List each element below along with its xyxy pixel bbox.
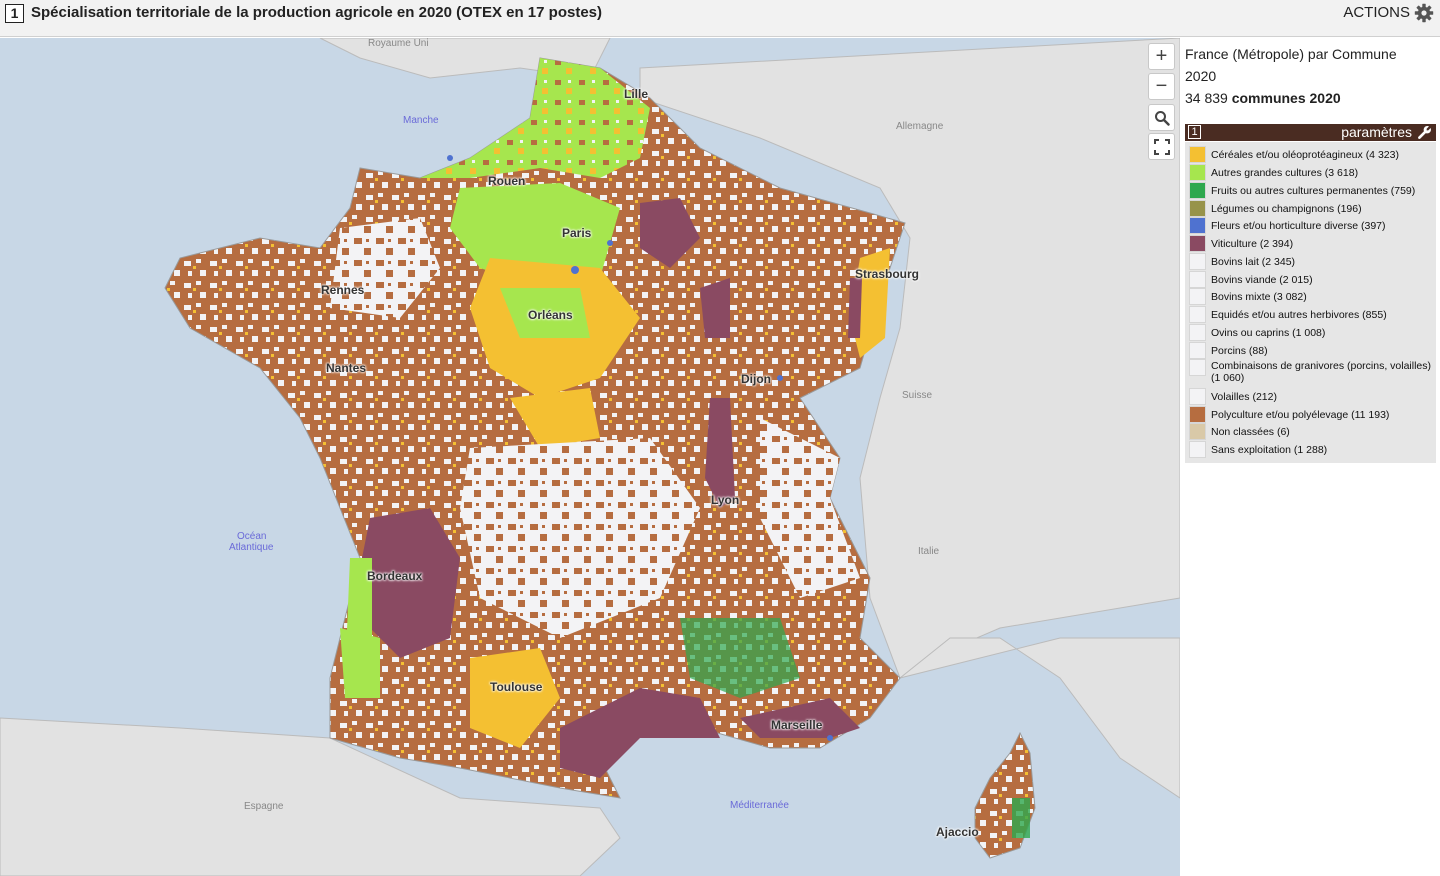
legend-swatch (1189, 324, 1206, 341)
legend-label: Combinaisons de granivores (porcins, vol… (1211, 360, 1432, 384)
sea-label-mediterranean: Méditerranée (730, 800, 789, 811)
legend-swatch (1189, 342, 1206, 359)
country-label-germany: Allemagne (896, 121, 944, 132)
legend-swatch (1189, 146, 1206, 163)
city-label-strasbourg: Strasbourg (855, 267, 920, 281)
map-number-badge: 1 (5, 4, 24, 23)
city-label-bordeaux: Bordeaux (367, 569, 423, 583)
fullscreen-icon (1153, 139, 1170, 155)
legend-label: Bovins viande (2 015) (1211, 274, 1313, 286)
legend-swatch (1189, 271, 1206, 288)
actions-button[interactable]: ACTIONS (1343, 4, 1410, 21)
legend-swatch (1189, 306, 1206, 323)
legend-label: Céréales et/ou oléoprotéagineux (4 323) (1211, 149, 1399, 161)
legend-label: Sans exploitation (1 288) (1211, 444, 1328, 456)
city-label-rouen: Rouen (488, 174, 526, 188)
sea-label-atlantic-1: Océan (237, 531, 267, 542)
legend-label: Porcins (88) (1211, 345, 1268, 357)
country-label-uk: Royaume Uni (368, 38, 429, 49)
legend-label: Fruits ou autres cultures permanentes (7… (1211, 185, 1416, 197)
city-label-lille: Lille (624, 87, 649, 101)
legend-label: Polyculture et/ou polyélevage (11 193) (1211, 409, 1390, 421)
legend-swatch (1189, 217, 1206, 234)
sea-label-atlantic-2: Atlantique (229, 542, 274, 553)
city-label-paris: Paris (562, 226, 592, 240)
country-label-italy: Italie (918, 546, 940, 557)
parameters-button[interactable]: paramètres (1341, 124, 1412, 140)
legend-swatch (1189, 200, 1206, 217)
city-label-dijon: Dijon (741, 372, 771, 386)
header-bar: 1 Spécialisation territoriale de la prod… (0, 0, 1440, 37)
legend-header: 1 paramètres (1185, 124, 1436, 141)
legend-swatch (1189, 388, 1206, 405)
legend-label: Bovins mixte (3 082) (1211, 291, 1307, 303)
choropleth-map (0, 38, 1180, 876)
legend-swatch (1189, 406, 1206, 423)
wrench-icon[interactable] (1417, 125, 1432, 140)
legend-label: Non classées (6) (1211, 426, 1290, 438)
legend-label: Autres grandes cultures (3 618) (1211, 167, 1359, 179)
search-icon (1154, 111, 1170, 126)
legend-swatch (1189, 182, 1206, 199)
page-title: Spécialisation territoriale de la produc… (31, 4, 603, 21)
legend-swatch (1189, 359, 1206, 376)
legend-label: Volailles (212) (1211, 391, 1277, 403)
city-label-marseille: Marseille (771, 718, 823, 732)
city-label-nantes: Nantes (326, 361, 367, 375)
city-label-toulouse: Toulouse (490, 680, 543, 694)
legend-swatch (1189, 253, 1206, 270)
legend-swatch (1189, 288, 1206, 305)
legend-swatch (1189, 423, 1206, 440)
sea-label-channel: Manche (403, 115, 439, 126)
legend-label: Bovins lait (2 345) (1211, 256, 1296, 268)
legend-swatch (1189, 441, 1206, 458)
city-label-rennes: Rennes (321, 283, 365, 297)
zoom-out-button[interactable]: − (1148, 73, 1175, 100)
legend-label: Fleurs et/ou horticulture diverse (397) (1211, 220, 1386, 232)
territory-label: France (Métropole) par Commune (1185, 46, 1397, 62)
map-canvas[interactable]: Royaume Uni Allemagne Suisse Italie Espa… (0, 38, 1180, 876)
country-label-spain: Espagne (244, 801, 284, 812)
city-label-ajaccio: Ajaccio (936, 825, 979, 839)
legend-label: Viticulture (2 394) (1211, 238, 1294, 250)
legend-swatch (1189, 164, 1206, 181)
legend-list: Céréales et/ou oléoprotéagineux (4 323) A… (1185, 142, 1436, 463)
country-label-switzerland: Suisse (902, 390, 933, 401)
commune-count: 34 839 communes 2020 (1185, 90, 1341, 106)
legend-swatch (1189, 235, 1206, 252)
zoom-in-button[interactable]: + (1148, 43, 1175, 70)
city-label-orleans: Orléans (528, 308, 573, 322)
legend-label: Ovins ou caprins (1 008) (1211, 327, 1326, 339)
legend-label: Légumes ou champignons (196) (1211, 203, 1362, 215)
year-label: 2020 (1185, 68, 1217, 84)
gear-icon[interactable] (1414, 3, 1434, 23)
legend-panel: France (Métropole) par Commune 2020 34 8… (1180, 38, 1440, 876)
legend-number-badge: 1 (1188, 125, 1201, 139)
fullscreen-button[interactable] (1148, 133, 1175, 160)
search-button[interactable] (1148, 104, 1175, 131)
city-label-lyon: Lyon (711, 493, 740, 507)
legend-label: Equidés et/ou autres herbivores (855) (1211, 309, 1387, 321)
